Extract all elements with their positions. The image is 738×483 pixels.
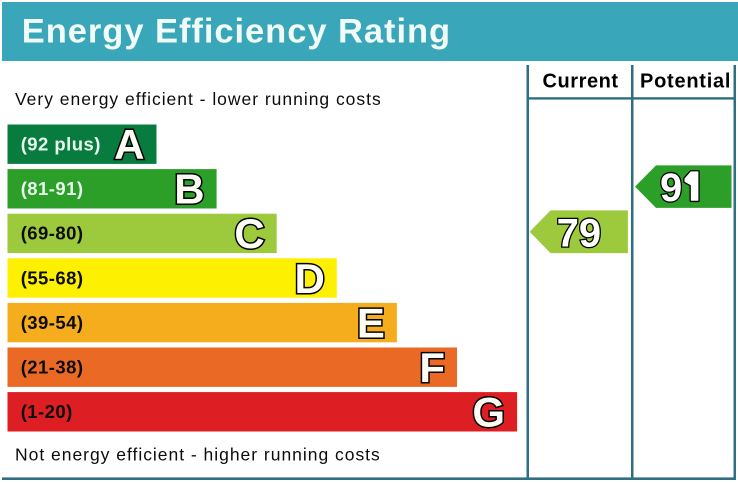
svg-text:79: 79 — [557, 211, 602, 255]
svg-text:C: C — [234, 210, 264, 257]
svg-text:(55-68): (55-68) — [21, 267, 84, 288]
svg-text:9: 9 — [660, 166, 682, 210]
svg-text:G: G — [472, 389, 505, 436]
svg-text:A: A — [114, 121, 144, 168]
svg-text:B: B — [174, 166, 204, 213]
svg-text:E: E — [357, 299, 385, 346]
svg-text:Energy Efficiency Rating: Energy Efficiency Rating — [22, 12, 451, 50]
svg-text:(92 plus): (92 plus) — [21, 134, 101, 155]
svg-text:Current: Current — [543, 71, 619, 93]
svg-text:Potential: Potential — [640, 71, 731, 93]
svg-text:(39-54): (39-54) — [21, 312, 84, 333]
svg-text:(69-80): (69-80) — [21, 223, 84, 244]
svg-text:(81-91): (81-91) — [21, 178, 84, 199]
svg-text:Very energy efficient - lower: Very energy efficient - lower running co… — [15, 89, 382, 109]
svg-text:(1-20): (1-20) — [21, 401, 73, 422]
svg-text:Not energy efficient - higher: Not energy efficient - higher running co… — [15, 444, 381, 464]
svg-text:(21-38): (21-38) — [21, 357, 84, 378]
svg-text:D: D — [294, 255, 324, 302]
svg-text:F: F — [419, 344, 445, 391]
